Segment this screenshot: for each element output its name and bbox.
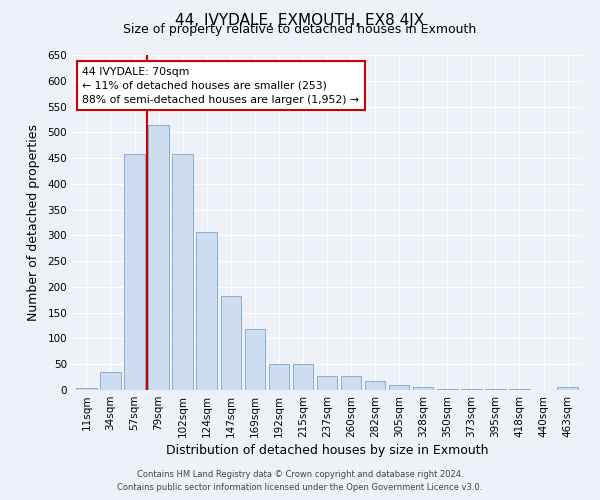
Bar	[172, 154, 193, 390]
Bar	[317, 376, 337, 390]
Bar	[245, 329, 265, 390]
Bar	[100, 372, 121, 390]
Bar	[221, 296, 241, 390]
Bar	[389, 385, 409, 390]
Bar	[461, 389, 482, 390]
Bar	[269, 364, 289, 390]
Bar	[341, 376, 361, 390]
Bar	[437, 389, 458, 390]
X-axis label: Distribution of detached houses by size in Exmouth: Distribution of detached houses by size …	[166, 444, 488, 457]
Bar	[413, 388, 433, 390]
Bar	[557, 388, 578, 390]
Bar	[76, 388, 97, 390]
Text: 44, IVYDALE, EXMOUTH, EX8 4JX: 44, IVYDALE, EXMOUTH, EX8 4JX	[175, 12, 425, 28]
Bar	[148, 124, 169, 390]
Bar	[293, 364, 313, 390]
Y-axis label: Number of detached properties: Number of detached properties	[28, 124, 40, 321]
Bar	[365, 380, 385, 390]
Text: Contains HM Land Registry data © Crown copyright and database right 2024.
Contai: Contains HM Land Registry data © Crown c…	[118, 470, 482, 492]
Text: 44 IVYDALE: 70sqm
← 11% of detached houses are smaller (253)
88% of semi-detache: 44 IVYDALE: 70sqm ← 11% of detached hous…	[82, 66, 359, 104]
Text: Size of property relative to detached houses in Exmouth: Size of property relative to detached ho…	[124, 22, 476, 36]
Bar	[196, 232, 217, 390]
Bar	[124, 154, 145, 390]
